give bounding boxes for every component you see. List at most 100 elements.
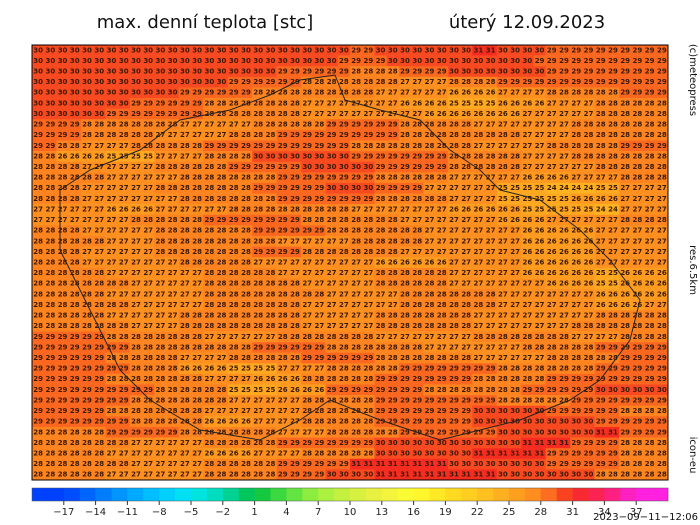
cell-value: 29	[82, 375, 92, 383]
cell-value: 28	[33, 439, 43, 447]
cell-value: 29	[302, 174, 312, 182]
cell-value: 30	[351, 471, 361, 479]
cell-value: 27	[547, 322, 557, 330]
cell-value: 27	[119, 142, 129, 150]
cell-value: 27	[192, 290, 202, 298]
cell-value: 29	[363, 121, 373, 129]
colorbar-segment	[509, 488, 526, 501]
cell-value: 30	[449, 68, 459, 76]
grid-cell	[117, 310, 131, 322]
cell-value: 27	[315, 322, 325, 330]
cell-value: 30	[156, 68, 166, 76]
grid-cell	[117, 267, 131, 279]
cell-value: 30	[327, 152, 337, 160]
cell-value: 26	[498, 99, 508, 107]
grid-cell	[570, 204, 583, 216]
grid-cell	[32, 66, 45, 78]
cell-value: 30	[535, 418, 545, 426]
cell-value: 26	[498, 110, 508, 118]
cell-value: 29	[620, 78, 630, 86]
cell-value: 26	[535, 248, 545, 256]
grid-cell	[521, 257, 534, 269]
grid-cell	[142, 66, 155, 78]
cell-value: 30	[131, 68, 141, 76]
grid-cell	[435, 225, 449, 237]
grid-cell	[472, 193, 485, 205]
grid-cell	[643, 310, 657, 322]
colorbar-label: −17	[53, 507, 74, 518]
grid-cell	[655, 87, 669, 99]
cell-value: 28	[45, 227, 55, 235]
grid-cell	[594, 161, 608, 173]
cell-value: 28	[351, 396, 361, 404]
cell-value: 26	[58, 152, 68, 160]
cell-value: 28	[486, 333, 496, 341]
cell-value: 26	[584, 237, 594, 245]
cell-value: 30	[143, 89, 153, 97]
cell-value: 30	[571, 418, 581, 426]
grid-cell	[411, 225, 424, 237]
cell-value: 28	[645, 449, 655, 457]
grid-cell	[545, 246, 559, 258]
grid-cell	[594, 182, 608, 194]
cell-value: 28	[204, 237, 214, 245]
grid-cell	[460, 289, 473, 300]
cell-value: 27	[107, 216, 117, 224]
cell-value: 25	[584, 205, 594, 213]
cell-value: 27	[107, 174, 117, 182]
colorbar-segment	[334, 488, 351, 501]
cell-value: 27	[119, 174, 129, 182]
cell-value: 30	[33, 110, 43, 118]
grid-cell	[203, 119, 216, 131]
grid-cell	[570, 246, 583, 258]
cell-value: 27	[94, 248, 104, 256]
cell-value: 28	[33, 195, 43, 203]
cell-value: 29	[363, 174, 373, 182]
cell-value: 27	[204, 354, 214, 362]
cell-value: 27	[45, 205, 55, 213]
grid-cell	[643, 267, 657, 279]
grid-cell	[215, 204, 228, 216]
cell-value: 27	[376, 333, 386, 341]
cell-value: 29	[290, 216, 300, 224]
cell-value: 27	[302, 312, 312, 320]
cell-value: 28	[522, 333, 532, 341]
grid-cell	[472, 119, 485, 131]
grid-cell	[484, 225, 498, 237]
cell-value: 29	[571, 78, 581, 86]
cell-value: 28	[584, 121, 594, 129]
grid-cell	[56, 98, 69, 109]
cell-value: 30	[351, 163, 361, 171]
cell-value: 27	[535, 121, 545, 129]
cell-value: 30	[363, 184, 373, 192]
cell-value: 29	[58, 396, 68, 404]
cell-value: 29	[376, 131, 386, 139]
cell-value: 28	[45, 259, 55, 267]
cell-value: 27	[461, 269, 471, 277]
cell-value: 29	[131, 99, 141, 107]
cell-value: 29	[229, 216, 239, 224]
cell-value: 28	[474, 386, 484, 394]
grid-cell	[56, 246, 69, 258]
grid-cell	[166, 193, 180, 205]
cell-value: 27	[474, 174, 484, 182]
cell-value: 26	[559, 280, 569, 288]
cell-value: 30	[535, 471, 545, 479]
cell-value: 29	[168, 99, 178, 107]
cell-value: 27	[180, 471, 190, 479]
grid-cell	[594, 289, 608, 300]
cell-value: 27	[290, 407, 300, 415]
grid-cell	[203, 257, 216, 269]
grid-cell	[350, 299, 363, 311]
cell-value: 29	[437, 163, 447, 171]
cell-value: 28	[204, 227, 214, 235]
grid-cell	[264, 76, 277, 88]
cell-value: 27	[180, 121, 190, 129]
cell-value: 28	[253, 354, 263, 362]
cell-value: 28	[33, 248, 43, 256]
cell-value: 30	[522, 57, 532, 65]
cell-value: 28	[620, 131, 630, 139]
grid-cell	[105, 257, 118, 269]
cell-value: 28	[192, 174, 202, 182]
grid-cell	[93, 204, 106, 216]
